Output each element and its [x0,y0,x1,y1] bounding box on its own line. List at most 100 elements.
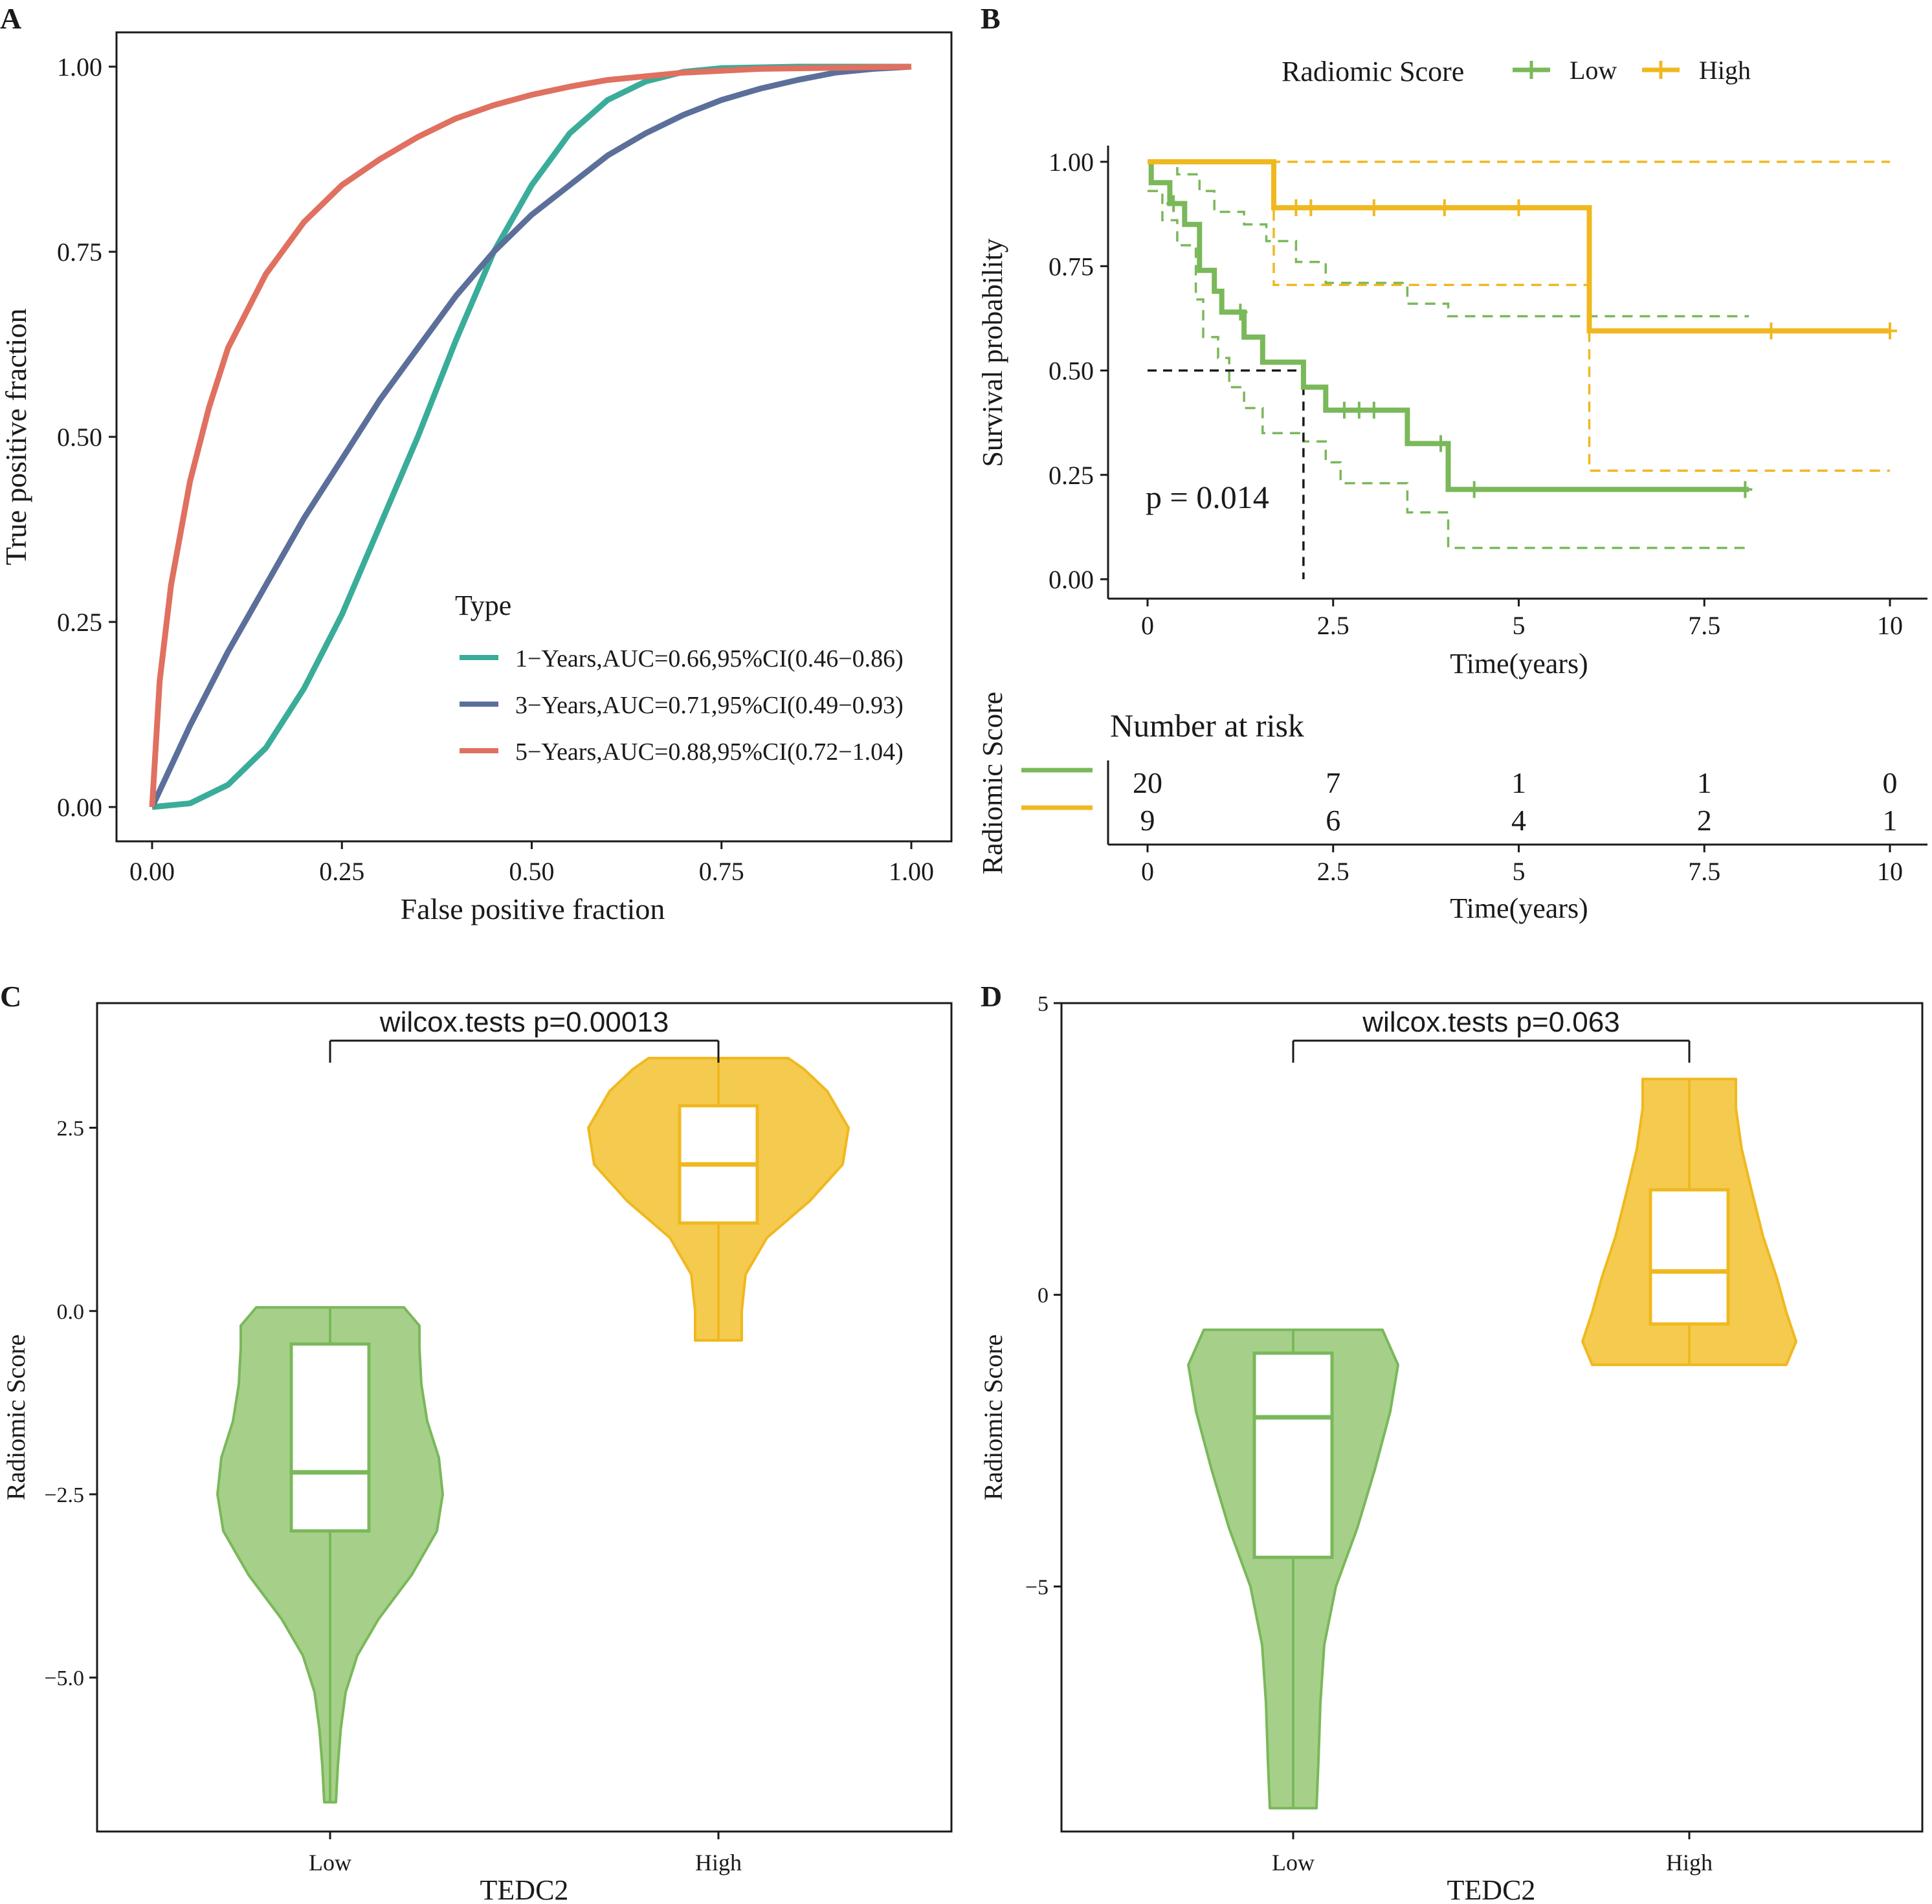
roc-curve-3 [149,63,912,808]
km-y-tick-label: 0.00 [1049,565,1094,594]
km-censor-mark-low [1467,481,1482,498]
km-y-axis-label: Survival probability [977,238,1008,467]
km-y-tick-label: 0.50 [1049,357,1094,386]
km-x-tick-label: 2.5 [1317,611,1349,640]
panel-b-kaplan-meier: B Radiomic Score Low High 0 2.5 5 7.5 100.00… [977,2,1927,924]
x-tick-label: Low [309,1850,351,1876]
y-tick-label: 2.5 [57,1117,85,1141]
risk-table: Number at risk Radiomic Score 20 7 1 1 09 6 4 2… [977,692,1927,924]
panel-a-letter: A [0,2,21,35]
x-tick-label: 0.50 [509,857,555,886]
risk-x-tick-label: 5 [1513,857,1526,886]
risk-x-tick-label: 7.5 [1688,857,1720,886]
y-tick-label: 0.25 [57,608,102,637]
km-legend: Radiomic Score Low High [1282,56,1751,87]
y-tick-label: −5.0 [44,1666,84,1690]
y-tick-label: 1.00 [57,52,102,82]
risk-x-tick-label: 2.5 [1317,857,1349,886]
km-axis-ticks: 0 2.5 5 7.5 10 0.00 0.25 0.50 0.75 1.00 [1049,148,1903,640]
panel-c-y-axis-label: Radiomic Score [1,1334,30,1501]
panel-a-plot-frame [115,31,953,843]
km-censor-mark-high [1883,322,1897,340]
x-tick-label: 0.75 [699,857,744,886]
x-tick-label: 0.00 [129,857,175,886]
legend-label-5-years: 5−Years,AUC=0.88,95%CI(0.72−1.04) [515,738,904,766]
risk-count-low: 1 [1511,766,1526,799]
y-tick-label: 0.0 [57,1300,85,1324]
km-censor-mark-high [1366,199,1381,216]
risk-table-cells: 20 7 1 1 0 9 6 4 2 1 [1133,766,1898,837]
panel-d-x-axis-label: TEDC2 [1447,1874,1536,1904]
panel-d-plot-frame [1060,1002,1924,1833]
panel-c-x-axis-label: TEDC2 [480,1874,569,1904]
y-tick-label: 0.50 [57,423,102,452]
km-censor-mark-high [1304,199,1318,216]
risk-table-x-axis-label: Time(years) [1450,892,1588,924]
boxplot-high [1649,1188,1730,1326]
x-tick-label: 0.25 [319,857,364,886]
y-tick-label: −2.5 [44,1483,84,1507]
risk-count-high: 2 [1697,804,1712,837]
panel-d-y-axis-label: Radiomic Score [979,1334,1008,1501]
panel-d-letter: D [981,980,1002,1013]
panel-d-violin: D −5 0 5 Low High wilcox.tests p=0.063 TEDC2… [979,980,1924,1904]
panel-a-roc-curves: A 0.00 0.25 0.50 0.75 1.00 0.00 0.25 0.50 0.75 1.… [0,2,953,925]
km-ci-upper-low [1148,161,1749,318]
panel-c-letter: C [0,980,21,1013]
panel-c-plot-frame [96,1002,953,1833]
km-legend-label-low: Low [1570,56,1617,85]
km-censor-mark-high [1511,199,1526,216]
km-censor-mark-low [1738,481,1753,498]
panel-d-wilcox-label: wilcox.tests p=0.063 [1362,1006,1619,1038]
risk-x-tick-label: 10 [1877,857,1903,886]
km-censor-mark-high [1437,199,1452,216]
panel-c-violin: C −5.0 −2.5 0.0 2.5 Low High wilcox.tests p=0… [0,980,953,1904]
km-p-value: p = 0.014 [1146,479,1269,515]
panel-c-violins [216,1057,850,1804]
boxplot-low [1252,1351,1334,1559]
km-censor-mark-low [1366,401,1381,419]
km-y-tick-label: 1.00 [1049,148,1094,177]
risk-count-low: 20 [1133,766,1162,799]
km-curve-high [1148,159,1890,334]
panel-c-wilcox-label: wilcox.tests p=0.00013 [379,1006,669,1038]
km-censor-mark-low [1337,401,1351,419]
panel-d-violins [1187,1078,1797,1810]
km-x-tick-label: 7.5 [1688,611,1720,640]
km-legend-label-high: High [1699,56,1751,85]
km-x-tick-label: 10 [1877,611,1903,640]
x-tick-label: High [695,1850,742,1876]
km-censor-mark-low [1434,435,1449,452]
legend-label-1-year: 1−Years,AUC=0.66,95%CI(0.46−0.86) [515,645,904,672]
x-tick-label: High [1666,1850,1713,1876]
x-tick-label: Low [1272,1850,1315,1876]
km-censor-mark-high [1289,199,1304,216]
risk-count-low: 1 [1697,766,1712,799]
x-tick-label: 1.00 [889,857,934,886]
km-censor-mark-low [1166,195,1181,212]
km-censor-mark-low [1233,304,1248,321]
panel-a-y-axis-label: True positive fraction [0,309,32,566]
risk-table-title: Number at risk [1110,707,1304,744]
panel-a-x-axis-label: False positive fraction [401,892,665,925]
panel-b-letter: B [981,2,1001,35]
roc-legend: Type 1−Years,AUC=0.66,95%CI(0.46−0.86) 3… [455,590,904,766]
risk-count-low: 7 [1326,766,1340,799]
km-y-tick-label: 0.75 [1049,252,1094,281]
legend-title: Type [455,590,511,621]
risk-count-low: 0 [1883,766,1898,799]
risk-count-high: 1 [1883,804,1898,837]
boxplot-low [289,1342,371,1533]
panel-d-axis-ticks: −5 0 5 Low High [1025,992,1713,1876]
legend-label-3-years: 3−Years,AUC=0.71,95%CI(0.49−0.93) [515,692,904,719]
km-legend-title: Radiomic Score [1282,56,1464,87]
roc-curves [149,63,912,810]
km-censor-mark-high [1764,322,1779,340]
risk-count-high: 9 [1140,804,1155,837]
km-plot-area [1107,146,1927,600]
y-tick-label: −5 [1025,1575,1049,1599]
km-x-tick-label: 0 [1141,611,1154,640]
y-tick-label: 0.00 [57,793,102,822]
km-censor-mark-low [1351,401,1366,419]
